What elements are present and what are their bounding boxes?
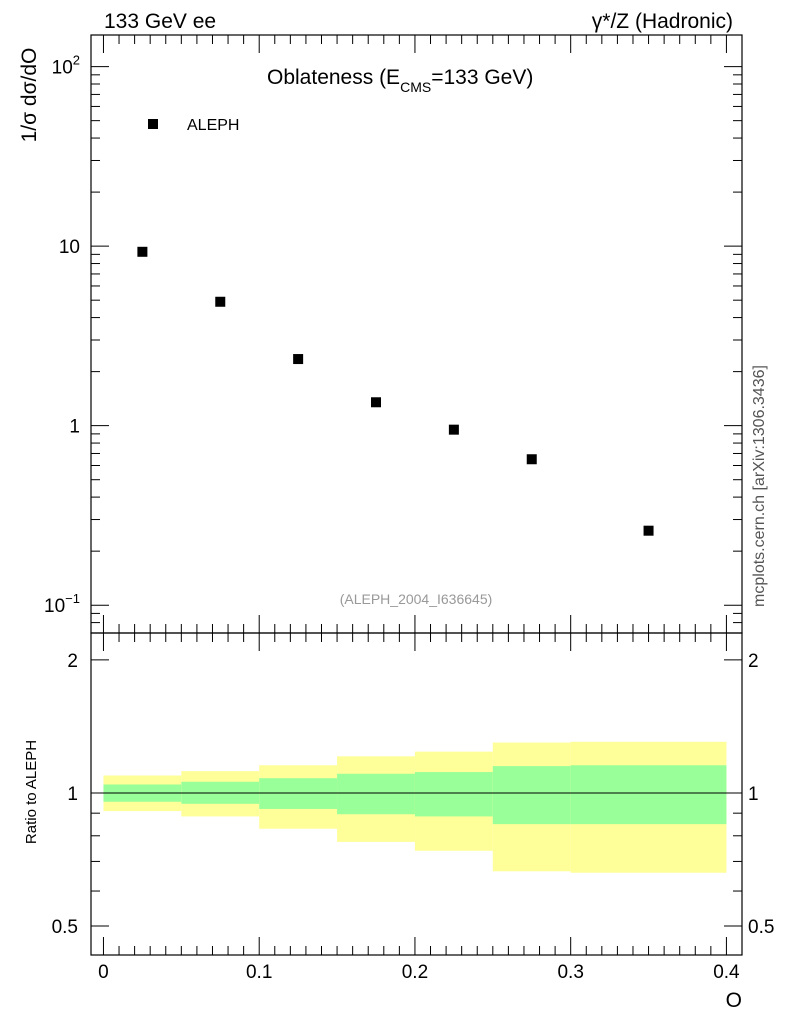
ratio-bands [103,741,727,873]
data-point [293,354,304,365]
data-point [643,525,654,536]
ratio-frame [90,632,743,956]
ratio-y-ticks: 2 2 1 1 0.5 0.5 [52,651,775,938]
ratio-x-tick-label: 0 [98,962,109,983]
ratio-inner-band [259,778,338,809]
main-y-tick-label: 102 [52,53,80,79]
main-data-points [137,246,654,536]
ratio-inner-band [492,766,571,825]
main-y-tick-label: 1 [69,417,80,438]
ratio-inner-band [337,773,415,815]
main-y-tick-label: 10−1 [44,591,80,617]
ratio-y-tick-label-right: 0.5 [748,917,774,938]
x-axis-label: O [726,989,742,1012]
data-point [215,296,226,307]
data-point [448,424,459,435]
ratio-x-tick-label: 0.2 [402,962,428,983]
data-point [137,246,148,257]
legend-label: ALEPH [187,117,239,134]
ratio-x-tick-label: 0.3 [557,962,583,983]
ratio-inner-band [414,772,493,817]
ratio-inner-band [570,765,727,825]
ratio-x-ticks: 0 0.1 0.2 0.3 0.4 [98,633,740,983]
main-y-ticks: 102 10 1 10−1 [44,53,742,634]
ratio-y-tick-label-left: 0.5 [52,917,78,938]
ratio-y-tick-label-right: 2 [748,651,759,672]
data-point [371,397,382,408]
legend-marker [148,119,158,129]
ratio-y-tick-label-right: 1 [748,784,759,805]
main-y-tick-label: 10 [59,237,80,258]
data-point [526,454,537,465]
ratio-x-tick-label: 0.1 [246,962,272,983]
main-y-axis-label: 1/σ dσ/dO [18,48,41,143]
ratio-y-axis-label: Ratio to ALEPH [23,740,40,844]
main-chart-title: Oblateness (ECMS=133 GeV) [267,66,533,95]
ratio-x-tick-label: 0.4 [713,962,740,983]
ratio-panel: 2 21 10.5 0.5 0 0.1 0.2 0.3 0.4 Ratio to ALEPH … [23,632,775,1012]
watermark-label: mcplots.cern.ch [arXiv:1306.3436] [751,365,768,607]
ratio-y-tick-label-left: 2 [67,651,78,672]
main-panel: 102 10 1 10−1 1/σ dσ/dO Oblateness (ECMS=13… [18,34,743,634]
header-left-label: 133 GeV ee [104,10,216,33]
reference-label: (ALEPH_2004_I636645) [340,591,493,607]
main-x-ticks [102,35,727,633]
ratio-y-tick-label-left: 1 [67,784,78,805]
header-right-label: γ*/Z (Hadronic) [592,10,733,33]
